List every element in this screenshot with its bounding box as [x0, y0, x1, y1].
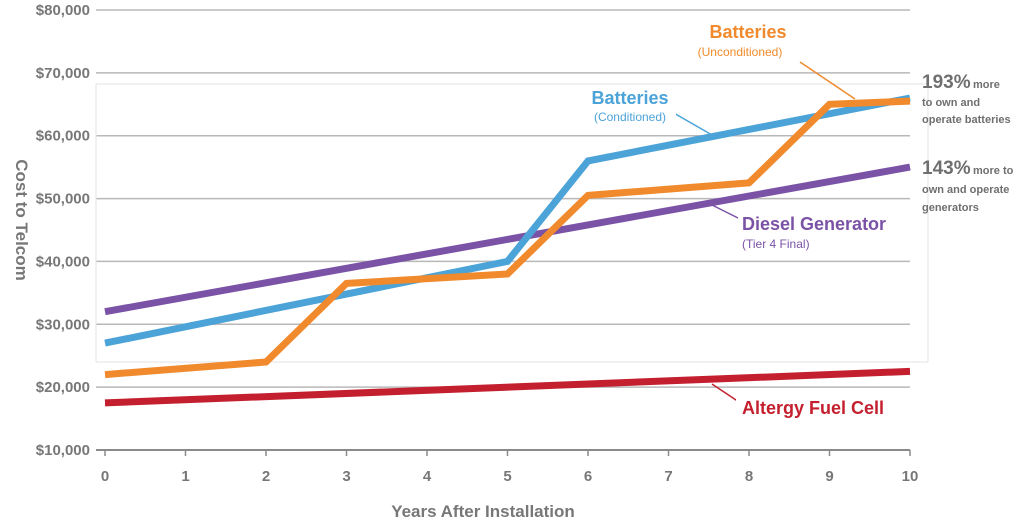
label-diesel-generator: Diesel Generator: [742, 214, 886, 234]
series-altergy-fuel-cell-line: [104, 367, 911, 407]
series-batteries-conditioned-line: [104, 94, 911, 347]
annotation-batteries-value: 193%: [922, 72, 971, 93]
x-tick-label: 0: [101, 468, 109, 485]
y-tick-label: $70,000: [36, 65, 90, 82]
label-diesel-generator-sub: (Tier 4 Final): [742, 237, 810, 251]
label-bg-batteries-conditioned: [584, 86, 676, 128]
x-tick-label: 4: [423, 468, 432, 485]
y-axis-ticks: $10,000 $20,000 $30,000 $40,000 $50,000 $60,0…: [36, 2, 90, 459]
plot-background-panel: [95, 83, 929, 363]
annotation-generators-line-1: own and operate: [922, 184, 1009, 196]
label-batteries-unconditioned: Batteries: [709, 22, 786, 42]
x-tick-label: 2: [262, 468, 270, 485]
x-axis-title: Years After Installation: [391, 502, 575, 521]
annotation-batteries-line-1: to own and: [922, 97, 980, 109]
x-tick-label: 8: [745, 468, 753, 485]
series-lines: [104, 94, 911, 407]
label-batteries-conditioned-sub: (Conditioned): [594, 110, 666, 124]
x-axis-ticks: 0 1 2 3 4 5 6 7 8 9 10: [101, 450, 919, 485]
grid: [96, 9, 910, 451]
annotation-batteries-percent: 193% more to own and operate batteries: [922, 72, 1011, 126]
annotation-generators-percent: 143% more to own and operate generators: [922, 158, 1014, 214]
x-tick-label: 7: [664, 468, 672, 485]
x-tick-label: 5: [503, 468, 511, 485]
x-tick-label: 3: [342, 468, 350, 485]
series-diesel-generator-line: [104, 163, 911, 316]
x-tick-label: 9: [825, 468, 833, 485]
annotation-generators-line-2: generators: [922, 202, 979, 214]
leader-diesel-generator: [711, 204, 743, 221]
y-tick-label: $10,000: [36, 442, 90, 459]
label-batteries-conditioned: Batteries: [591, 88, 668, 108]
y-tick-label: $80,000: [36, 2, 90, 19]
y-tick-label: $60,000: [36, 128, 90, 145]
annotation-batteries-line-2: operate batteries: [922, 114, 1011, 126]
x-tick-label: 10: [902, 468, 919, 485]
series-batteries-unconditioned-line: [104, 97, 911, 379]
leader-batteries-conditioned: [671, 111, 713, 136]
label-bg-diesel: [738, 212, 904, 254]
y-tick-label: $40,000: [36, 253, 90, 270]
x-tick-label: 1: [181, 468, 189, 485]
annotation-batteries-more: more: [973, 79, 1000, 91]
label-bg-fuel-cell: [736, 394, 916, 420]
label-batteries-unconditioned-sub: (Unconditioned): [698, 45, 783, 59]
y-tick-label: $30,000: [36, 316, 90, 333]
annotation-generators-value: 143%: [922, 158, 971, 179]
y-tick-label: $20,000: [36, 379, 90, 396]
x-tick-label: 6: [584, 468, 592, 485]
label-altergy-fuel-cell: Altergy Fuel Cell: [742, 398, 884, 418]
y-tick-label: $50,000: [36, 191, 90, 208]
annotation-generators-more: more to: [973, 165, 1014, 177]
y-axis-title: Cost to Telcom: [12, 159, 31, 281]
leader-batteries-unconditioned: [799, 61, 856, 100]
